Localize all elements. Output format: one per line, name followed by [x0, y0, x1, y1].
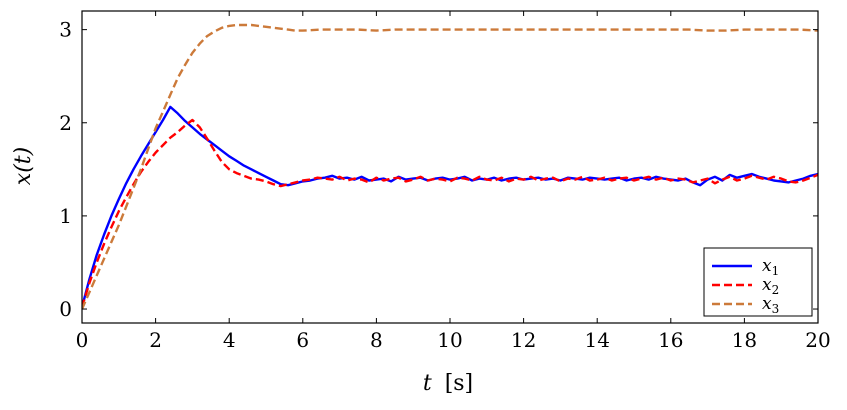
series-line-x1: [82, 105, 818, 308]
x-tick-label: 2: [149, 328, 162, 352]
x-tick-label: 20: [805, 328, 830, 352]
x-tick-label: 4: [223, 328, 236, 352]
series-line-x3: [82, 23, 818, 310]
x-tick-label: 10: [437, 328, 462, 352]
x-tick-label: 8: [370, 328, 383, 352]
y-tick-label: 3: [59, 18, 72, 42]
x-axis-label-unit: [s]: [445, 371, 473, 396]
legend-label-x3: x3: [762, 294, 779, 316]
legend-label-x1: x1: [762, 256, 779, 278]
x-tick-label: 12: [511, 328, 536, 352]
y-tick-label: 1: [59, 204, 72, 228]
x-tick-label: 16: [658, 328, 683, 352]
series-line-x2: [82, 118, 818, 308]
legend-box: [703, 247, 813, 317]
x-axis-label: t [s]: [423, 371, 473, 396]
x-tick-label: 18: [732, 328, 757, 352]
y-tick-label: 2: [59, 111, 72, 135]
legend-label-x2: x2: [762, 275, 779, 297]
x-axis-label-var: t: [423, 371, 432, 396]
x-tick-label: 0: [76, 328, 89, 352]
y-tick-label: 0: [59, 297, 72, 321]
x-tick-label: 6: [296, 328, 309, 352]
x-tick-label: 14: [584, 328, 609, 352]
series-layer: [82, 23, 818, 310]
y-axis-label: x(t): [11, 147, 36, 185]
